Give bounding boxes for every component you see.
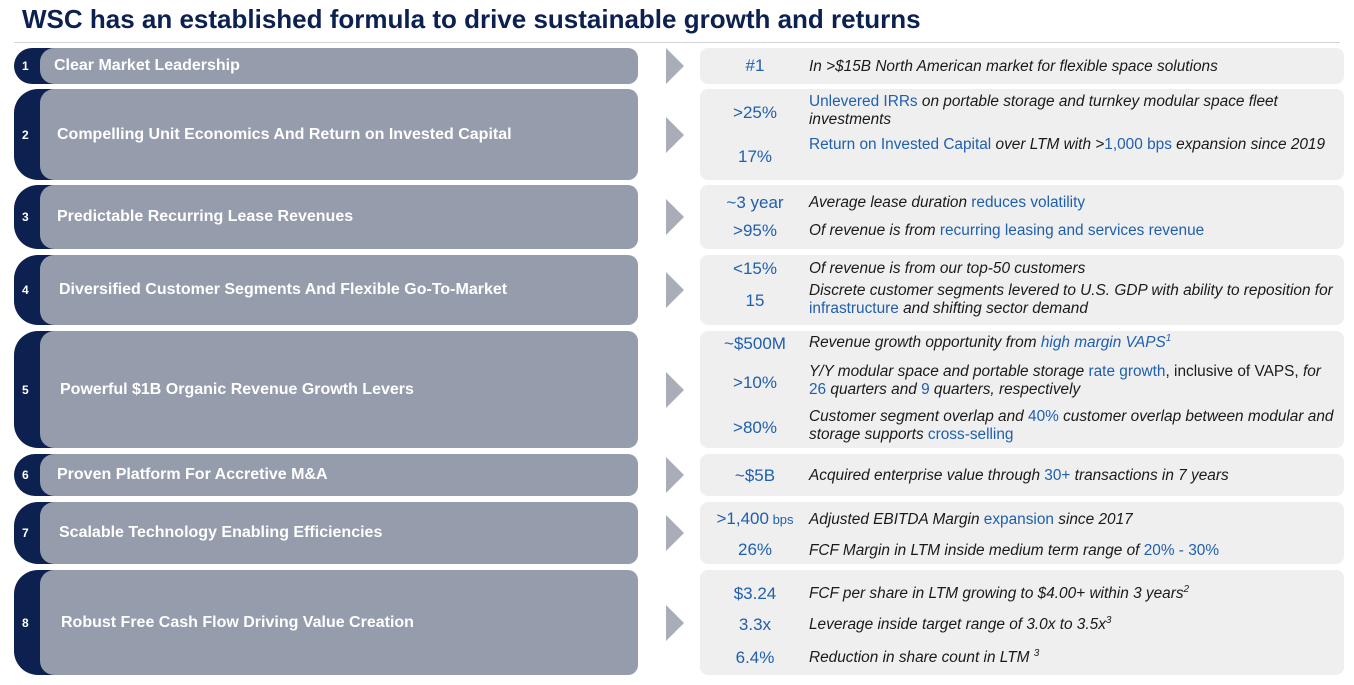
chevron-right-icon [666, 116, 684, 153]
pillar-row-8: 8 Robust Free Cash Flow Driving Value Cr… [0, 570, 1354, 675]
chevron-right-icon [666, 457, 684, 493]
pillar-row-6: 6 Proven Platform For Accretive M&A ~$5B… [0, 454, 1354, 496]
metric-description: Unlevered IRRs on portable storage and t… [809, 93, 1278, 128]
metric-value: <15% [733, 259, 777, 278]
metric-description: Revenue growth opportunity from high mar… [809, 332, 1172, 351]
metric-box [700, 570, 1344, 675]
chevron-right-icon [666, 199, 684, 235]
pillar-number: 1 [22, 59, 29, 73]
metric-value: #1 [745, 56, 765, 75]
pillar-row-2: 2 Compelling Unit Economics And Return o… [0, 89, 1354, 180]
pillar-row-5: 5 Powerful $1B Organic Revenue Growth Le… [0, 331, 1354, 448]
pillar-number: 2 [22, 127, 29, 142]
pillar-label-box: Proven Platform For Accretive M&A [40, 454, 638, 496]
metric-description: Return on Invested Capital over LTM with… [809, 136, 1326, 153]
metric-description: FCF per share in LTM growing to $4.00+ w… [809, 583, 1190, 602]
pillar-number: 5 [22, 382, 29, 397]
metric-box [700, 255, 1344, 325]
metric-description: Of revenue is from recurring leasing and… [809, 222, 1205, 239]
metric-description: Adjusted EBITDA Margin expansion since 2… [809, 511, 1133, 528]
pillar-label: Predictable Recurring Lease Revenues [57, 208, 354, 225]
pillar-label-box: Robust Free Cash Flow Driving Value Crea… [40, 570, 638, 675]
metric-box [700, 331, 1344, 448]
metric-description: Of revenue is from our top-50 customers [809, 260, 1086, 277]
metric-value: >1,400 bps [716, 509, 794, 528]
metric-description: Customer segment overlap and 40% custome… [809, 408, 1334, 443]
metric-box [700, 185, 1344, 249]
pillar-label-box: Scalable Technology Enabling Efficiencie… [40, 502, 638, 564]
pillar-label: Compelling Unit Economics And Return on … [57, 125, 512, 143]
pillar-label: Clear Market Leadership [54, 57, 240, 74]
metric-value: ~$500M [724, 334, 786, 353]
pillar-row-7: 7 Scalable Technology Enabling Efficienc… [0, 502, 1354, 564]
metric-value: >80% [733, 418, 777, 437]
metric-description: In >$15B North American market for flexi… [809, 58, 1218, 75]
metric-description: Discrete customer segments levered to U.… [809, 282, 1333, 317]
metric-value: ~$5B [734, 466, 776, 485]
pillar-label-box: Diversified Customer Segments And Flexib… [40, 255, 638, 325]
metric-value: 3.3x [738, 615, 772, 634]
pillar-row-3: 3 Predictable Recurring Lease Revenues ~… [0, 185, 1354, 249]
pillar-label-box: Compelling Unit Economics And Return on … [40, 89, 638, 180]
metric-description: Y/Y modular space and portable storage r… [809, 363, 1321, 398]
metric-value: >10% [733, 373, 777, 392]
metric-description: FCF Margin in LTM inside medium term ran… [809, 542, 1220, 559]
metric-description: Acquired enterprise value through 30+ tr… [809, 467, 1229, 484]
pillar-label: Proven Platform For Accretive M&A [57, 466, 328, 483]
page-title: WSC has an established formula to drive … [22, 4, 921, 34]
pillar-number: 3 [22, 210, 29, 224]
chevron-right-icon [666, 272, 684, 308]
pillar-number: 4 [22, 283, 29, 297]
chevron-right-icon [666, 604, 684, 641]
metric-box [700, 454, 1344, 496]
pillar-label: Diversified Customer Segments And Flexib… [59, 281, 508, 298]
pillar-number: 8 [22, 615, 29, 630]
pillar-label: Powerful $1B Organic Revenue Growth Leve… [60, 380, 414, 398]
pillar-number: 6 [22, 468, 29, 482]
chevron-right-icon [666, 515, 684, 551]
metric-value: >95% [733, 221, 777, 240]
chevron-right-icon [666, 48, 684, 84]
metric-value: 17% [737, 147, 773, 166]
metric-value: 6.4% [735, 648, 775, 667]
metric-value: ~3 year [726, 193, 784, 212]
pillar-row-4: 4 Diversified Customer Segments And Flex… [0, 255, 1354, 325]
chevron-right-icon [666, 371, 684, 408]
metric-box [700, 89, 1344, 180]
metric-value: 26% [737, 540, 773, 559]
metric-value: >25% [733, 103, 777, 122]
metric-description: Leverage inside target range of 3.0x to … [809, 614, 1112, 633]
pillar-label: Robust Free Cash Flow Driving Value Crea… [61, 613, 414, 631]
metric-box [700, 502, 1344, 564]
metric-value: 15 [745, 291, 765, 310]
pillar-label-box: Powerful $1B Organic Revenue Growth Leve… [40, 331, 638, 448]
metric-box [700, 48, 1344, 84]
pillar-label: Scalable Technology Enabling Efficiencie… [59, 524, 383, 541]
metric-value: $3.24 [733, 584, 777, 603]
metric-description: Reduction in share count in LTM 3 [809, 647, 1040, 666]
pillar-number: 7 [22, 526, 29, 540]
metric-description: Average lease duration reduces volatilit… [809, 194, 1086, 211]
pillar-label-box: Predictable Recurring Lease Revenues [40, 185, 638, 249]
title-divider [14, 42, 1340, 43]
pillar-label-box: Clear Market Leadership [40, 48, 638, 84]
pillar-row-1: 1 Clear Market Leadership #1 In >$15B No… [0, 48, 1354, 84]
